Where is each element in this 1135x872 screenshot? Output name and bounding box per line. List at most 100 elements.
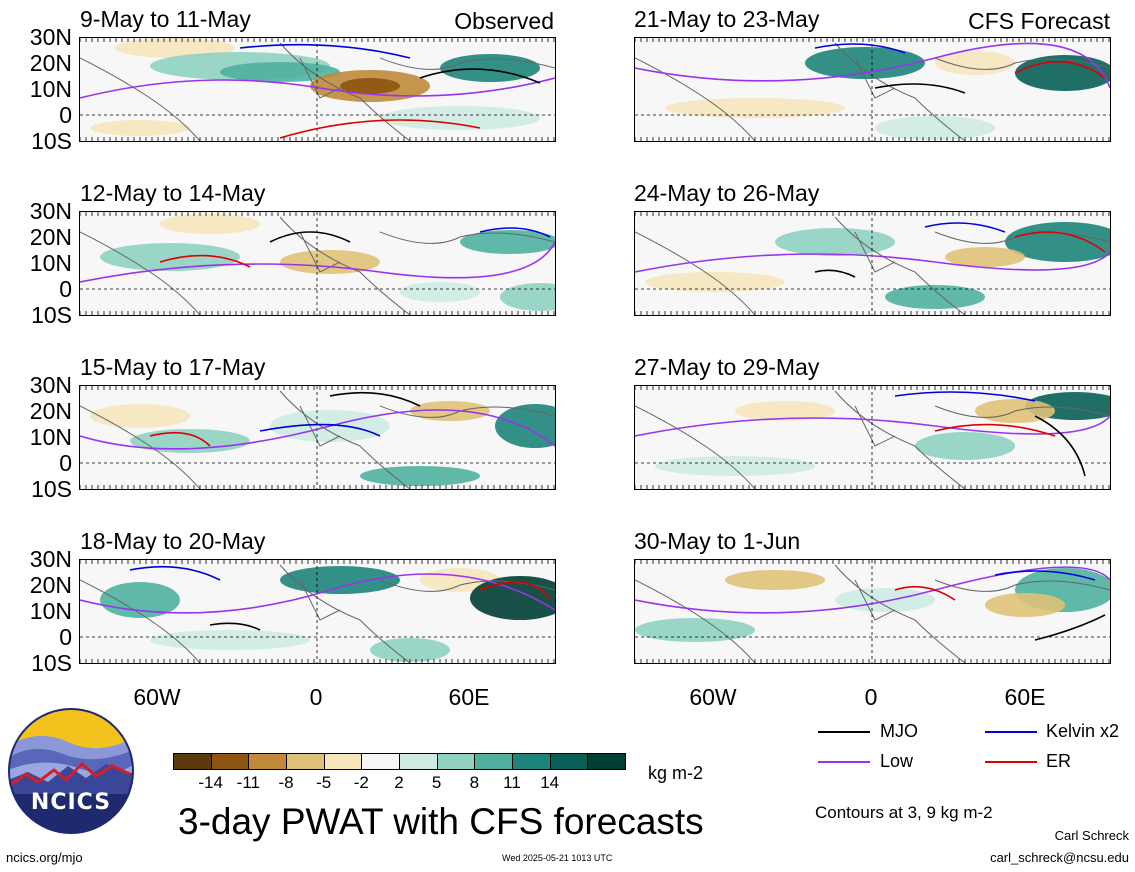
footer-email[interactable]: carl_schreck@ncsu.edu bbox=[990, 850, 1129, 865]
legend-label-mjo: MJO bbox=[880, 721, 918, 741]
panel-title: 27-May to 29-May bbox=[634, 354, 820, 380]
colorbar-swatch bbox=[286, 753, 325, 770]
anomaly-blob bbox=[280, 566, 400, 594]
contour-line bbox=[419, 68, 541, 84]
legend-line-low bbox=[818, 761, 870, 763]
lat-label: 30N bbox=[29, 198, 72, 224]
colorbar-swatch bbox=[587, 753, 626, 770]
map-right-3 bbox=[634, 385, 1111, 490]
lon-label: 0 bbox=[864, 684, 878, 710]
anomaly-blob bbox=[735, 401, 835, 421]
anomaly-blob bbox=[130, 429, 250, 453]
contour-line bbox=[1014, 60, 1106, 79]
coastline bbox=[635, 42, 1110, 141]
colorbar-swatch bbox=[399, 753, 438, 770]
anomaly-blob bbox=[370, 638, 450, 662]
anomaly-blob bbox=[90, 120, 190, 136]
anomaly-blob bbox=[340, 78, 400, 94]
contour-line bbox=[1014, 231, 1106, 253]
contour-line bbox=[894, 585, 956, 601]
panel-title: 15-May to 17-May bbox=[80, 354, 266, 380]
lon-label: 60E bbox=[1004, 684, 1046, 710]
contour-line bbox=[1034, 415, 1086, 477]
colorbar-tick-label: -2 bbox=[353, 773, 369, 792]
contour-line bbox=[129, 565, 221, 581]
contour-line bbox=[329, 391, 421, 407]
ncics-logo[interactable]: NCICS bbox=[8, 708, 134, 834]
anomaly-blob bbox=[775, 228, 895, 256]
lon-label: 60E bbox=[448, 684, 490, 710]
anomaly-blob bbox=[280, 250, 380, 274]
anomaly-blob bbox=[100, 243, 240, 271]
map-field bbox=[80, 38, 555, 141]
anomaly-blob bbox=[915, 432, 1015, 460]
colorbar-tick-label: -5 bbox=[316, 773, 332, 792]
legend-label-er: ER bbox=[1046, 751, 1072, 771]
contour-line bbox=[209, 622, 261, 631]
anomaly-blob bbox=[115, 38, 235, 58]
colorbar-tick-label: 8 bbox=[469, 773, 480, 792]
map-left-1 bbox=[79, 37, 556, 142]
coastline bbox=[635, 564, 1110, 663]
contour-line bbox=[80, 409, 555, 450]
lat-label: 10N bbox=[29, 250, 72, 276]
panel-title: 12-May to 14-May bbox=[80, 180, 266, 206]
anomaly-blob bbox=[160, 214, 260, 234]
contour-line bbox=[259, 423, 381, 437]
lat-label: 10S bbox=[31, 128, 72, 154]
map-field bbox=[635, 560, 1110, 663]
anomaly-blob bbox=[665, 98, 845, 118]
colorbar-tick-label: -14 bbox=[198, 773, 223, 792]
colorbar-swatch bbox=[436, 753, 476, 770]
anomaly-blob bbox=[1005, 222, 1110, 262]
lat-label: 30N bbox=[29, 546, 72, 572]
map-field bbox=[635, 212, 1110, 315]
logo-text: NCICS bbox=[30, 790, 112, 815]
lat-label: 0 bbox=[59, 276, 72, 302]
contour-line bbox=[149, 431, 211, 447]
lat-label: 10S bbox=[31, 302, 72, 328]
anomaly-blob bbox=[495, 404, 555, 448]
contour-line bbox=[874, 83, 966, 94]
coastline bbox=[635, 390, 1110, 489]
lon-label: 0 bbox=[309, 684, 323, 710]
colorbar-swatch bbox=[248, 753, 287, 770]
panel-title: 9-May to 11-May bbox=[80, 6, 251, 32]
lat-label: 0 bbox=[59, 624, 72, 650]
colorbar-units: kg m-2 bbox=[648, 763, 704, 783]
anomaly-blob bbox=[460, 230, 555, 254]
footer-url[interactable]: ncics.org/mjo bbox=[6, 850, 83, 865]
contour-line bbox=[269, 231, 351, 243]
lon-label: 60W bbox=[133, 684, 181, 710]
lat-label: 20N bbox=[29, 398, 72, 424]
anomaly-blob bbox=[835, 588, 935, 612]
lat-label: 20N bbox=[29, 50, 72, 76]
contour-line bbox=[635, 566, 1110, 614]
lat-label: 20N bbox=[29, 572, 72, 598]
contour-line bbox=[635, 415, 1110, 437]
contour-line bbox=[1034, 614, 1106, 641]
coastline bbox=[635, 216, 1110, 315]
contours-note: Contours at 3, 9 kg m-2 bbox=[815, 803, 993, 822]
panel-tag: Observed bbox=[454, 8, 554, 34]
anomaly-blob bbox=[875, 116, 995, 140]
colorbar-swatch bbox=[210, 753, 250, 770]
main-title: 3-day PWAT with CFS forecasts bbox=[178, 801, 704, 842]
contour-line bbox=[80, 77, 555, 99]
colorbar-tick-label: -8 bbox=[278, 773, 294, 792]
contour-line bbox=[159, 254, 251, 268]
anomaly-blob bbox=[360, 466, 480, 486]
legend-line-kelvin bbox=[985, 731, 1037, 733]
map-field bbox=[635, 38, 1110, 141]
map-field bbox=[635, 386, 1110, 489]
anomaly-blob bbox=[90, 404, 190, 428]
lat-label: 10N bbox=[29, 424, 72, 450]
panel-title: 18-May to 20-May bbox=[80, 528, 266, 554]
coastline bbox=[80, 216, 555, 315]
colorbar-tick-label: 11 bbox=[503, 773, 521, 792]
colorbar-tick-label: -11 bbox=[236, 773, 260, 792]
anomaly-blob bbox=[645, 272, 785, 292]
anomaly-blob bbox=[655, 456, 815, 476]
legend-line-er bbox=[985, 761, 1037, 763]
map-left-4 bbox=[79, 559, 556, 664]
